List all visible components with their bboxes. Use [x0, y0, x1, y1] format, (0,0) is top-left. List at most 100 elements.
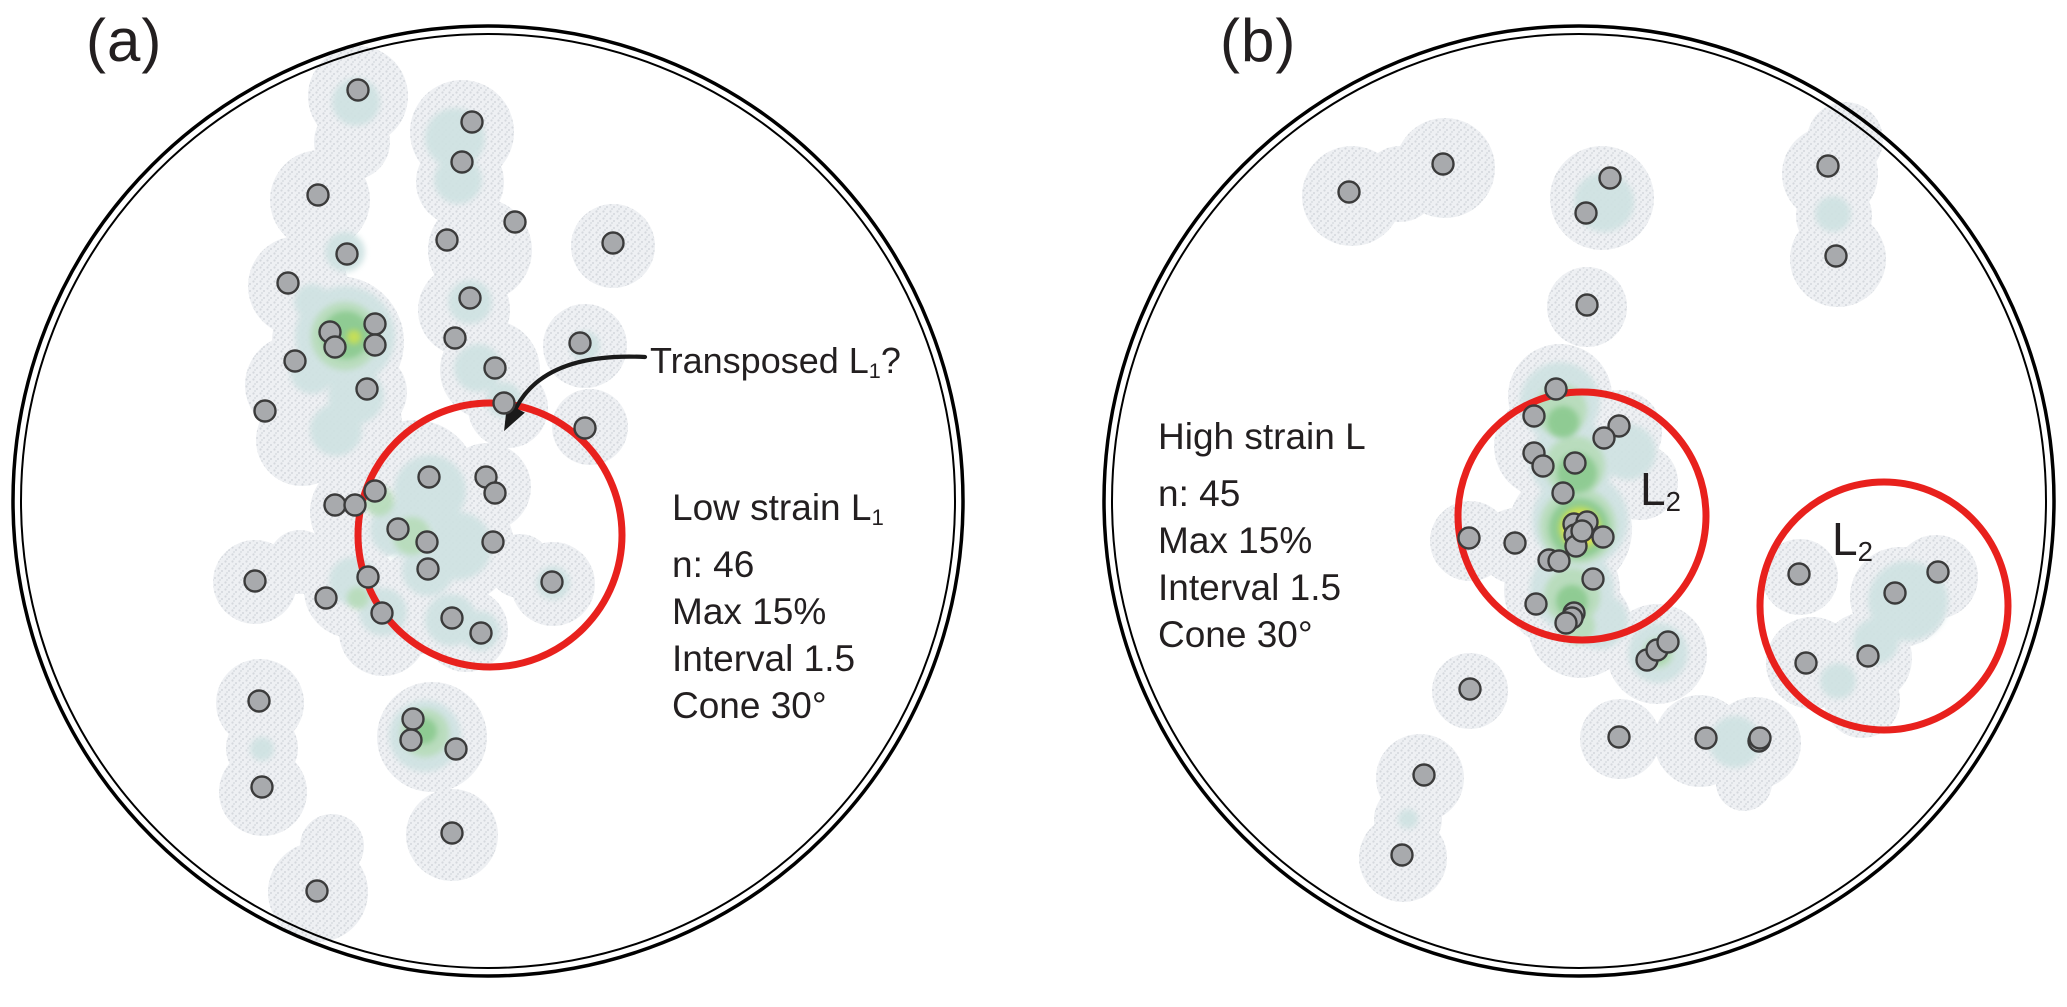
- lineation-point: [1524, 592, 1548, 616]
- stats-b-title: High strain L: [1158, 416, 1366, 457]
- lineation-point: [314, 586, 338, 610]
- lineation-point: [1554, 611, 1578, 635]
- lineation-point: [1551, 481, 1575, 505]
- lineation-point: [1337, 180, 1361, 204]
- lineation-point: [1412, 763, 1436, 787]
- lineation-point: [346, 78, 370, 102]
- lineation-point: [323, 335, 347, 359]
- lineation-point: [458, 286, 482, 310]
- annotation-subscript: 1: [868, 357, 881, 383]
- lineation-point: [540, 570, 564, 594]
- lineation-point: [1856, 644, 1880, 668]
- lineation-point: [1592, 426, 1616, 450]
- contour-blob-teal: [310, 404, 362, 456]
- lineation-point: [276, 271, 300, 295]
- l2-label-eastern: L2: [1832, 513, 1873, 568]
- lineation-point: [1547, 549, 1571, 573]
- stats-a-cone: Cone 30°: [672, 684, 827, 726]
- lineation-points-b: [1337, 152, 1950, 867]
- lineation-point: [1787, 562, 1811, 586]
- lineation-point: [356, 565, 380, 589]
- contour-blob-green1: [347, 587, 369, 609]
- lineation-point: [1926, 560, 1950, 584]
- lineation-point: [305, 879, 329, 903]
- lineation-point: [355, 377, 379, 401]
- lineation-point: [399, 728, 423, 752]
- lineation-point: [335, 242, 359, 266]
- l2-label-central: L2: [1640, 463, 1681, 518]
- l2-central-subscript: 2: [1665, 486, 1681, 518]
- lineation-point: [481, 530, 505, 554]
- contour-blob-teal: [1709, 716, 1761, 768]
- stats-block-a: Low strain L1 n: 46 Max 15% Interval 1.5…: [672, 484, 884, 729]
- lineation-point: [440, 606, 464, 630]
- lineation-point: [363, 333, 387, 357]
- lineation-point: [1694, 726, 1718, 750]
- lineation-point: [283, 349, 307, 373]
- lineation-point: [386, 517, 410, 541]
- lineation-point: [1824, 244, 1848, 268]
- lineation-point: [323, 493, 347, 517]
- contour-blob-gray: [300, 814, 364, 878]
- annotation-arrow-line: [513, 354, 648, 411]
- stereonet-ring-inner: [1111, 33, 2047, 969]
- lineation-point: [1575, 293, 1599, 317]
- stats-a-n: n: 46: [672, 543, 755, 585]
- lineation-point: [1607, 414, 1631, 438]
- stereonet-ring-outer: [1102, 24, 2056, 978]
- lineation-point: [1563, 451, 1587, 475]
- density-contour-ygreen: [347, 330, 361, 344]
- lineation-point: [483, 481, 507, 505]
- l2-eastern-subscript: 2: [1857, 536, 1873, 568]
- lineation-point: [250, 775, 274, 799]
- lineation-point: [1544, 377, 1568, 401]
- lineation-point: [247, 689, 271, 713]
- stats-b-cone: Cone 30°: [1158, 613, 1313, 655]
- lineation-point: [1390, 843, 1414, 867]
- lineation-point: [483, 356, 507, 380]
- lineation-point: [440, 821, 464, 845]
- lineation-point: [1431, 152, 1455, 176]
- lineation-point: [443, 326, 467, 350]
- lineation-point: [492, 391, 516, 415]
- stereonet-ring-inner: [20, 33, 956, 969]
- contour-blob-gray: [1716, 755, 1772, 811]
- lineation-point: [1531, 454, 1555, 478]
- lineation-point: [417, 465, 441, 489]
- panel-b-label: (b): [1220, 7, 1297, 74]
- transposed-annotation: Transposed L1?: [650, 340, 901, 384]
- panel-a-label: (a): [86, 7, 163, 74]
- lineation-point: [363, 312, 387, 336]
- stereonet-panel-b: [1102, 24, 2056, 978]
- cone-circle: [354, 399, 626, 671]
- lineation-point: [401, 707, 425, 731]
- lineation-point: [1816, 154, 1840, 178]
- lineation-point: [416, 557, 440, 581]
- cone-circle: [1454, 388, 1710, 644]
- contour-blob-teal: [454, 344, 502, 392]
- lineation-point: [573, 416, 597, 440]
- stats-b-interval: Interval 1.5: [1158, 566, 1342, 608]
- lineation-point: [1503, 531, 1527, 555]
- contour-blob-teal: [1868, 561, 1948, 641]
- lineation-point: [1598, 166, 1622, 190]
- annotation-text: Transposed L: [650, 340, 869, 381]
- contour-blob-ygreen: [347, 330, 361, 344]
- lineation-point: [601, 231, 625, 255]
- stats-b-n: n: 45: [1158, 472, 1241, 514]
- lineation-point: [415, 530, 439, 554]
- stats-block-b: High strain L n: 45 Max 15% Interval 1.5…: [1158, 413, 1366, 658]
- stereonet-ring-outer: [11, 24, 965, 978]
- stats-a-max: Max 15%: [672, 590, 827, 632]
- lineation-point: [1794, 651, 1818, 675]
- lineation-point: [435, 228, 459, 252]
- cone-circle: [1756, 478, 2012, 734]
- lineation-point: [306, 183, 330, 207]
- lineation-point: [1748, 726, 1772, 750]
- lineation-point: [370, 601, 394, 625]
- lineation-point: [444, 737, 468, 761]
- lineation-point: [343, 493, 367, 517]
- lineation-point: [1522, 404, 1546, 428]
- lineation-point: [1574, 201, 1598, 225]
- lineation-point: [503, 210, 527, 234]
